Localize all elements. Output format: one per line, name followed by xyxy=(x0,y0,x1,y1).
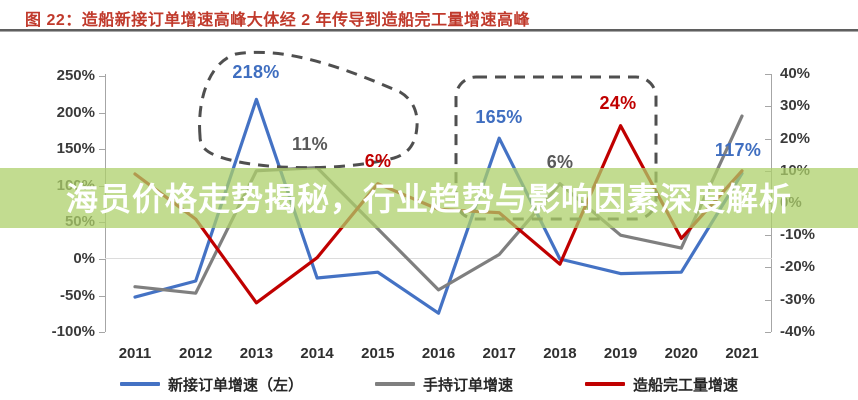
axis-tick-label: -20% xyxy=(780,258,816,275)
legend-label: 手持订单增速 xyxy=(422,376,513,394)
axis-tick-mark xyxy=(99,149,105,150)
axis-tick-mark xyxy=(99,259,105,260)
data-label-2013-blue: 218% xyxy=(232,62,280,82)
x-axis-year-label: 2015 xyxy=(361,345,395,362)
axis-tick-mark xyxy=(765,139,771,140)
axis-tick-label: 150% xyxy=(56,140,95,157)
data-label-2017-blue: 165% xyxy=(475,107,523,127)
x-axis-year-label: 2013 xyxy=(239,345,274,362)
data-label-2018-gray: 6% xyxy=(546,152,574,172)
axis-tick-label: 0% xyxy=(73,250,95,267)
axis-tick-mark xyxy=(765,74,771,75)
title-divider xyxy=(0,29,858,32)
legend-line-gray xyxy=(374,382,415,386)
highlight-box-2013 xyxy=(198,50,419,170)
x-axis-year-label: 2019 xyxy=(603,345,638,362)
legend-item-completions: 造船完工量增速 xyxy=(585,374,738,395)
legend-item-new-orders: 新接订单增速（左） xyxy=(119,374,303,395)
watermark-band xyxy=(0,168,858,228)
axis-tick-mark xyxy=(765,332,771,333)
axis-tick-label: -10% xyxy=(780,226,816,243)
data-label-2019-red: 24% xyxy=(599,93,637,113)
x-axis-year-label: 2016 xyxy=(421,345,456,362)
zero-gridline xyxy=(105,258,772,259)
legend-line-red xyxy=(585,382,625,386)
x-axis-year-label: 2020 xyxy=(664,345,698,362)
x-axis-year-label: 2014 xyxy=(300,345,334,362)
axis-tick-label: -30% xyxy=(780,291,816,308)
axis-tick-mark xyxy=(99,332,105,333)
axis-tick-mark xyxy=(765,300,771,301)
data-label-2015-red: 6% xyxy=(364,151,392,171)
axis-tick-label: -40% xyxy=(780,323,816,340)
x-axis-year-label: 2011 xyxy=(118,345,152,362)
x-axis-year-label: 2017 xyxy=(482,345,516,362)
axis-tick-label: 40% xyxy=(780,65,811,82)
series-line xyxy=(133,97,744,315)
axis-tick-label: 30% xyxy=(780,97,811,114)
axis-tick-mark xyxy=(99,113,105,114)
x-axis-year-label: 2021 xyxy=(725,345,759,362)
axis-tick-mark xyxy=(765,106,771,107)
data-label-2014-gray: 11% xyxy=(292,134,328,154)
chart-legend: 新接订单增速（左） 手持订单增速 造船完工量增速 xyxy=(0,372,858,396)
axis-tick-mark xyxy=(99,296,105,297)
legend-line-blue xyxy=(119,382,160,386)
x-axis-year-label: 2018 xyxy=(543,345,577,362)
x-axis-year-label: 2012 xyxy=(179,345,213,362)
axis-tick-label: 200% xyxy=(56,104,95,121)
axis-tick-mark xyxy=(765,267,771,268)
figure-title: 图 22：造船新接订单增速高峰大体经 2 年传导到造船完工量增速高峰 xyxy=(25,12,531,29)
legend-item-orders-on-hand: 手持订单增速 xyxy=(374,374,513,395)
watermark-text: 海员价格走势揭秘，行业趋势与影响因素深度解析 xyxy=(65,181,792,217)
legend-label: 新接订单增速（左） xyxy=(167,376,303,394)
axis-tick-label: 250% xyxy=(56,67,95,84)
legend-label: 造船完工量增速 xyxy=(633,376,739,394)
axis-tick-label: -50% xyxy=(59,287,95,304)
data-label-2021-blue: 117% xyxy=(714,140,762,160)
axis-tick-mark xyxy=(765,235,771,236)
axis-tick-mark xyxy=(99,76,105,77)
axis-tick-label: 20% xyxy=(780,130,811,147)
axis-tick-label: -100% xyxy=(51,323,95,340)
